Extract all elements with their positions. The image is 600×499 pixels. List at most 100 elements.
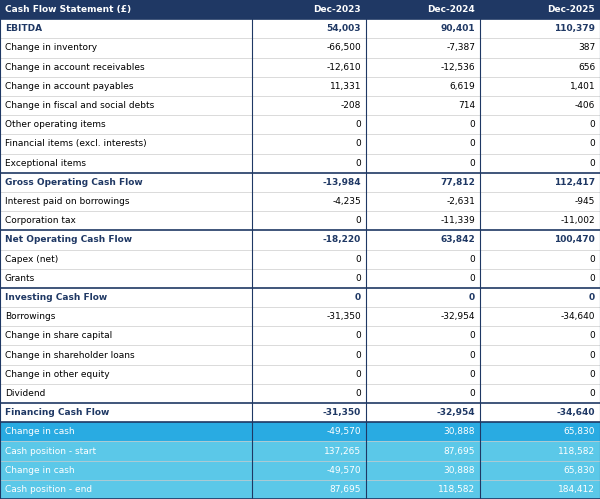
Bar: [0, 211, 600, 231]
Text: 1,401: 1,401: [569, 82, 595, 91]
Text: 0: 0: [355, 331, 361, 340]
Text: 0: 0: [589, 331, 595, 340]
Text: -12,536: -12,536: [440, 63, 475, 72]
Text: 0: 0: [469, 254, 475, 263]
Text: 0: 0: [355, 274, 361, 283]
Text: 0: 0: [469, 370, 475, 379]
Text: -49,570: -49,570: [326, 427, 361, 436]
Bar: [0, 442, 600, 461]
Bar: [0, 115, 600, 134]
Text: 87,695: 87,695: [444, 447, 475, 456]
Text: Investing Cash Flow: Investing Cash Flow: [5, 293, 107, 302]
Text: 6,619: 6,619: [449, 82, 475, 91]
Text: Change in inventory: Change in inventory: [5, 43, 97, 52]
Text: Change in fiscal and social debts: Change in fiscal and social debts: [5, 101, 154, 110]
Text: 30,888: 30,888: [444, 466, 475, 475]
Text: Change in share capital: Change in share capital: [5, 331, 112, 340]
Text: -32,954: -32,954: [441, 312, 475, 321]
Text: 11,331: 11,331: [330, 82, 361, 91]
Text: 0: 0: [469, 351, 475, 360]
Bar: [0, 480, 600, 499]
Text: 0: 0: [469, 331, 475, 340]
Text: 0: 0: [355, 139, 361, 148]
Text: 0: 0: [355, 216, 361, 225]
Text: 714: 714: [458, 101, 475, 110]
Text: Borrowings: Borrowings: [5, 312, 55, 321]
Text: Change in cash: Change in cash: [5, 466, 74, 475]
Text: 87,695: 87,695: [330, 485, 361, 494]
Bar: [0, 422, 600, 442]
Text: Cash Flow Statement (£): Cash Flow Statement (£): [5, 5, 131, 14]
Bar: [0, 57, 600, 77]
Text: 0: 0: [589, 159, 595, 168]
Text: 0: 0: [469, 274, 475, 283]
Text: -34,640: -34,640: [561, 312, 595, 321]
Text: Cash position - start: Cash position - start: [5, 447, 96, 456]
Text: -208: -208: [341, 101, 361, 110]
Bar: [0, 231, 600, 250]
Text: 0: 0: [355, 351, 361, 360]
Text: 63,842: 63,842: [440, 236, 475, 245]
Bar: [0, 192, 600, 211]
Bar: [0, 345, 600, 365]
Text: 0: 0: [469, 293, 475, 302]
Text: 65,830: 65,830: [564, 427, 595, 436]
Text: 0: 0: [589, 293, 595, 302]
Text: Interest paid on borrowings: Interest paid on borrowings: [5, 197, 130, 206]
Text: 0: 0: [469, 139, 475, 148]
Text: Gross Operating Cash Flow: Gross Operating Cash Flow: [5, 178, 143, 187]
Bar: [0, 38, 600, 57]
Bar: [0, 154, 600, 173]
Text: 0: 0: [355, 254, 361, 263]
Text: -11,339: -11,339: [440, 216, 475, 225]
Text: -4,235: -4,235: [332, 197, 361, 206]
Text: 0: 0: [355, 370, 361, 379]
Text: Other operating items: Other operating items: [5, 120, 106, 129]
Text: -12,610: -12,610: [326, 63, 361, 72]
Text: 54,003: 54,003: [326, 24, 361, 33]
Text: 0: 0: [589, 274, 595, 283]
Text: 118,582: 118,582: [558, 447, 595, 456]
Text: Dividend: Dividend: [5, 389, 45, 398]
Text: Grants: Grants: [5, 274, 35, 283]
Text: 387: 387: [578, 43, 595, 52]
Bar: [0, 307, 600, 326]
Text: Dec-2025: Dec-2025: [548, 5, 595, 14]
Text: Change in account receivables: Change in account receivables: [5, 63, 145, 72]
Text: -2,631: -2,631: [446, 197, 475, 206]
Text: 100,470: 100,470: [554, 236, 595, 245]
Bar: [0, 461, 600, 480]
Bar: [0, 268, 600, 288]
Text: Dec-2024: Dec-2024: [427, 5, 475, 14]
Text: 110,379: 110,379: [554, 24, 595, 33]
Text: 0: 0: [355, 389, 361, 398]
Text: -66,500: -66,500: [326, 43, 361, 52]
Text: 112,417: 112,417: [554, 178, 595, 187]
Text: 656: 656: [578, 63, 595, 72]
Text: 30,888: 30,888: [444, 427, 475, 436]
Text: 184,412: 184,412: [559, 485, 595, 494]
Bar: [0, 19, 600, 38]
Text: Exceptional items: Exceptional items: [5, 159, 86, 168]
Text: -18,220: -18,220: [323, 236, 361, 245]
Text: Cash position - end: Cash position - end: [5, 485, 92, 494]
Text: 0: 0: [355, 120, 361, 129]
Text: Capex (net): Capex (net): [5, 254, 58, 263]
Bar: [0, 250, 600, 268]
Text: 0: 0: [589, 139, 595, 148]
Bar: [0, 173, 600, 192]
Text: 0: 0: [589, 351, 595, 360]
Text: 0: 0: [589, 120, 595, 129]
Text: 77,812: 77,812: [440, 178, 475, 187]
Text: -945: -945: [575, 197, 595, 206]
Bar: [0, 403, 600, 422]
Text: 0: 0: [589, 254, 595, 263]
Text: 0: 0: [589, 389, 595, 398]
Text: 0: 0: [589, 370, 595, 379]
Text: 0: 0: [469, 159, 475, 168]
Bar: [0, 77, 600, 96]
Text: 137,265: 137,265: [324, 447, 361, 456]
Text: Corporation tax: Corporation tax: [5, 216, 76, 225]
Text: -34,640: -34,640: [557, 408, 595, 417]
Text: 118,582: 118,582: [438, 485, 475, 494]
